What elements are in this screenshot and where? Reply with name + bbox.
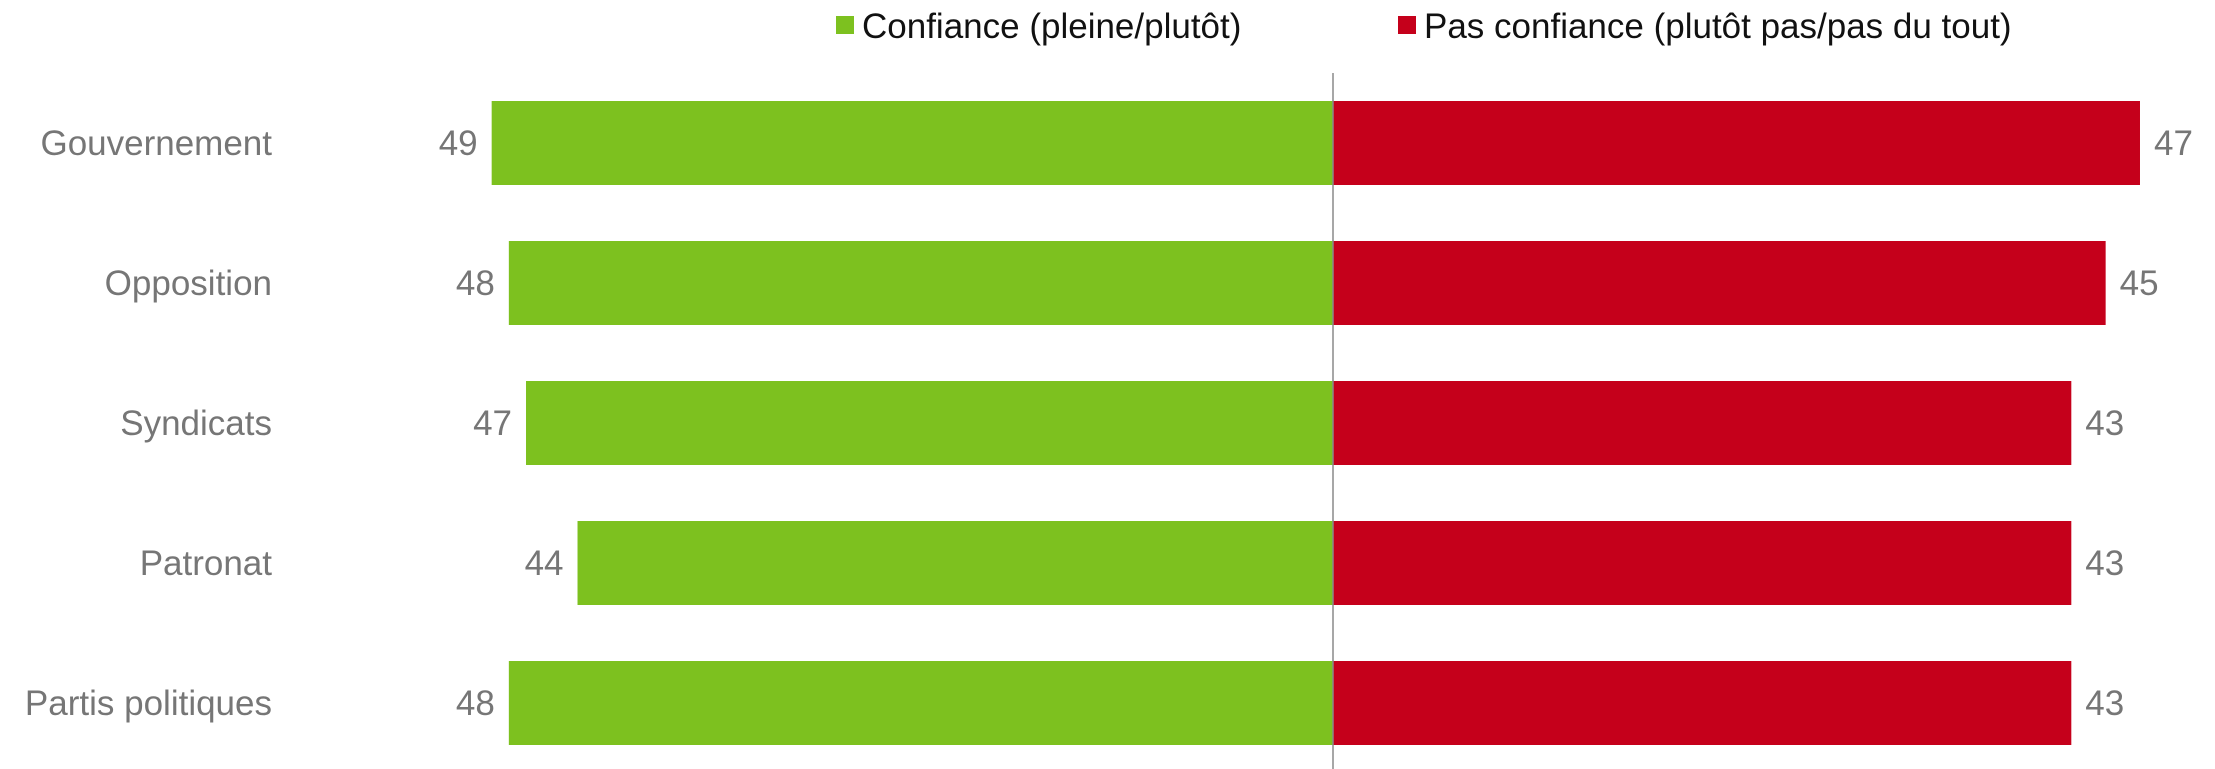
value-label-pas-confiance: 43 (2085, 684, 2124, 723)
value-label-confiance: 48 (456, 264, 495, 303)
value-label-confiance: 44 (525, 544, 564, 583)
bar-confiance (526, 381, 1333, 465)
bar-confiance (577, 521, 1333, 605)
bar-pas-confiance (1333, 241, 2106, 325)
value-label-pas-confiance: 45 (2120, 264, 2159, 303)
value-label-confiance: 48 (456, 684, 495, 723)
value-label-pas-confiance: 47 (2154, 124, 2193, 163)
value-label-confiance: 49 (439, 124, 478, 163)
confiance-bars (491, 101, 1334, 745)
bar-pas-confiance (1333, 381, 2072, 465)
value-label-pas-confiance: 43 (2085, 404, 2124, 443)
legend: Confiance (pleine/plutôt) Pas confiance (… (836, 7, 2012, 46)
pas-confiance-value-labels: 47 45 43 43 43 (2085, 124, 2193, 723)
category-label: Partis politiques (25, 684, 272, 723)
bar-confiance (508, 661, 1334, 745)
value-label-confiance: 47 (473, 404, 512, 443)
legend-swatch-0 (836, 16, 854, 34)
bar-confiance (491, 101, 1333, 185)
category-label: Opposition (105, 264, 272, 303)
category-label: Patronat (140, 544, 273, 583)
bar-pas-confiance (1333, 661, 2072, 745)
confiance-value-labels: 49 48 47 44 48 (439, 124, 564, 723)
bar-confiance (508, 241, 1334, 325)
legend-swatch-1 (1398, 16, 1416, 34)
category-labels: Gouvernement Opposition Syndicats Patronat P… (25, 124, 272, 723)
bar-pas-confiance (1333, 521, 2072, 605)
value-label-pas-confiance: 43 (2085, 544, 2124, 583)
pas-confiance-bars (1333, 101, 2140, 745)
category-label: Syndicats (120, 404, 272, 443)
category-label: Gouvernement (40, 124, 272, 163)
bar-pas-confiance (1333, 101, 2140, 185)
legend-label-1: Pas confiance (plutôt pas/pas du tout) (1424, 7, 2012, 46)
legend-label-0: Confiance (pleine/plutôt) (862, 7, 1241, 46)
